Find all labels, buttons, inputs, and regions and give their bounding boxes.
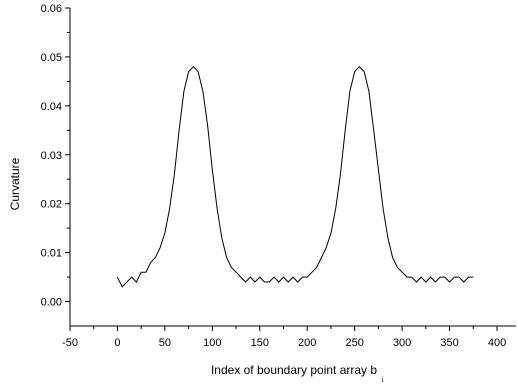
x-tick-label: 300	[393, 337, 411, 349]
y-axis-title: Curvature	[8, 157, 22, 210]
x-tick-label: 0	[114, 337, 120, 349]
axes	[69, 8, 516, 327]
x-tick-label: 100	[203, 337, 221, 349]
y-tick-label: 0.01	[41, 248, 62, 260]
x-axis-title-subscript: i	[382, 377, 384, 384]
plot-area	[116, 65, 474, 288]
x-tick-label: 200	[298, 337, 316, 349]
x-tick-label: 150	[251, 337, 269, 349]
y-tick-label: 0.03	[41, 150, 62, 162]
x-tick-label: 250	[346, 337, 364, 349]
x-tick-label: -50	[62, 337, 78, 349]
y-tick-label: 0.02	[41, 199, 62, 211]
x-tick-label: 350	[440, 337, 458, 349]
x-tick-label: 400	[488, 337, 506, 349]
curvature-series-line-0	[116, 65, 474, 288]
y-tick-label: 0.00	[41, 297, 62, 309]
x-axis-title: Index of boundary point array b	[211, 363, 377, 377]
y-tick-label: 0.04	[41, 101, 62, 113]
y-tick-label: 0.05	[41, 52, 62, 64]
y-tick-label: 0.06	[41, 3, 62, 15]
ticks: 0.00 0.01 0.02 0.03 0.04 0.05 0.06 -50 0 50 100 150…	[41, 3, 507, 349]
x-tick-label: 50	[159, 337, 171, 349]
